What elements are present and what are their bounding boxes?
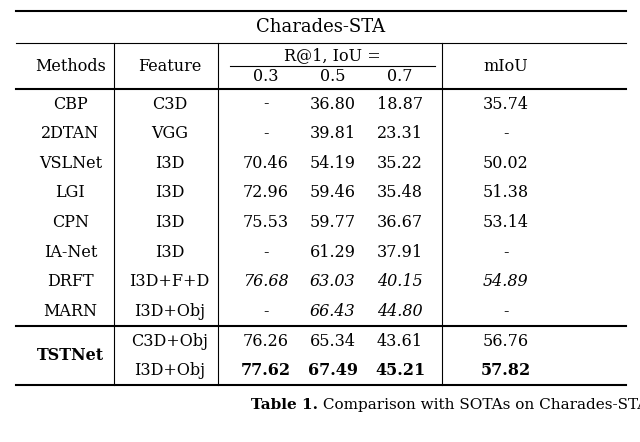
Text: 67.49: 67.49 <box>308 362 358 379</box>
Text: Comparison with SOTAs on Charades-STA: Comparison with SOTAs on Charades-STA <box>317 398 640 412</box>
Text: VSLNet: VSLNet <box>39 155 102 172</box>
Text: Methods: Methods <box>35 57 106 75</box>
Text: 35.22: 35.22 <box>377 155 423 172</box>
Text: -: - <box>263 125 268 142</box>
Text: DRFT: DRFT <box>47 273 93 290</box>
Text: 18.87: 18.87 <box>377 95 423 113</box>
Text: 57.82: 57.82 <box>481 362 531 379</box>
Text: TSTNet: TSTNet <box>37 347 104 364</box>
Text: -: - <box>263 244 268 261</box>
Text: -: - <box>503 303 508 320</box>
Text: 36.67: 36.67 <box>377 214 423 231</box>
Text: I3D+F+D: I3D+F+D <box>129 273 210 290</box>
Text: 2DTAN: 2DTAN <box>42 125 99 142</box>
Text: I3D: I3D <box>155 244 184 261</box>
Text: 43.61: 43.61 <box>377 332 423 350</box>
Text: 0.7: 0.7 <box>387 68 413 85</box>
Text: 77.62: 77.62 <box>241 362 291 379</box>
Text: 50.02: 50.02 <box>483 155 529 172</box>
Text: 65.34: 65.34 <box>310 332 356 350</box>
Text: I3D+Obj: I3D+Obj <box>134 362 205 379</box>
Text: Table 1.: Table 1. <box>251 398 317 412</box>
Text: I3D: I3D <box>155 155 184 172</box>
Text: 45.21: 45.21 <box>375 362 425 379</box>
Text: 53.14: 53.14 <box>483 214 529 231</box>
Text: 75.53: 75.53 <box>243 214 289 231</box>
Text: 66.43: 66.43 <box>310 303 356 320</box>
Text: MARN: MARN <box>44 303 97 320</box>
Text: mIoU: mIoU <box>483 57 528 75</box>
Text: 36.80: 36.80 <box>310 95 356 113</box>
Text: 61.29: 61.29 <box>310 244 356 261</box>
Text: 0.3: 0.3 <box>253 68 278 85</box>
Text: -: - <box>503 125 508 142</box>
Text: 23.31: 23.31 <box>377 125 423 142</box>
Text: -: - <box>263 95 268 113</box>
Text: I3D: I3D <box>155 214 184 231</box>
Text: I3D: I3D <box>155 184 184 202</box>
Text: -: - <box>263 303 268 320</box>
Text: C3D: C3D <box>152 95 188 113</box>
Text: 40.15: 40.15 <box>377 273 423 290</box>
Text: 35.74: 35.74 <box>483 95 529 113</box>
Text: 76.26: 76.26 <box>243 332 289 350</box>
Text: 59.46: 59.46 <box>310 184 356 202</box>
Text: 72.96: 72.96 <box>243 184 289 202</box>
Text: 56.76: 56.76 <box>483 332 529 350</box>
Text: 39.81: 39.81 <box>310 125 356 142</box>
Text: R@1, IoU =: R@1, IoU = <box>284 47 381 65</box>
Text: 54.19: 54.19 <box>310 155 356 172</box>
Text: -: - <box>503 244 508 261</box>
Text: 44.80: 44.80 <box>377 303 423 320</box>
Text: 54.89: 54.89 <box>483 273 529 290</box>
Text: CBP: CBP <box>53 95 88 113</box>
Text: C3D+Obj: C3D+Obj <box>131 332 208 350</box>
Text: 76.68: 76.68 <box>243 273 289 290</box>
Text: Feature: Feature <box>138 57 202 75</box>
Text: 70.46: 70.46 <box>243 155 289 172</box>
Text: 63.03: 63.03 <box>310 273 356 290</box>
Text: 0.5: 0.5 <box>320 68 346 85</box>
Text: IA-Net: IA-Net <box>44 244 97 261</box>
Text: 51.38: 51.38 <box>483 184 529 202</box>
Text: VGG: VGG <box>151 125 188 142</box>
Text: I3D+Obj: I3D+Obj <box>134 303 205 320</box>
Text: LGI: LGI <box>56 184 85 202</box>
Text: 37.91: 37.91 <box>377 244 423 261</box>
Text: 35.48: 35.48 <box>377 184 423 202</box>
Text: 59.77: 59.77 <box>310 214 356 231</box>
Text: Charades-STA: Charades-STA <box>257 18 385 36</box>
Text: CPN: CPN <box>52 214 89 231</box>
